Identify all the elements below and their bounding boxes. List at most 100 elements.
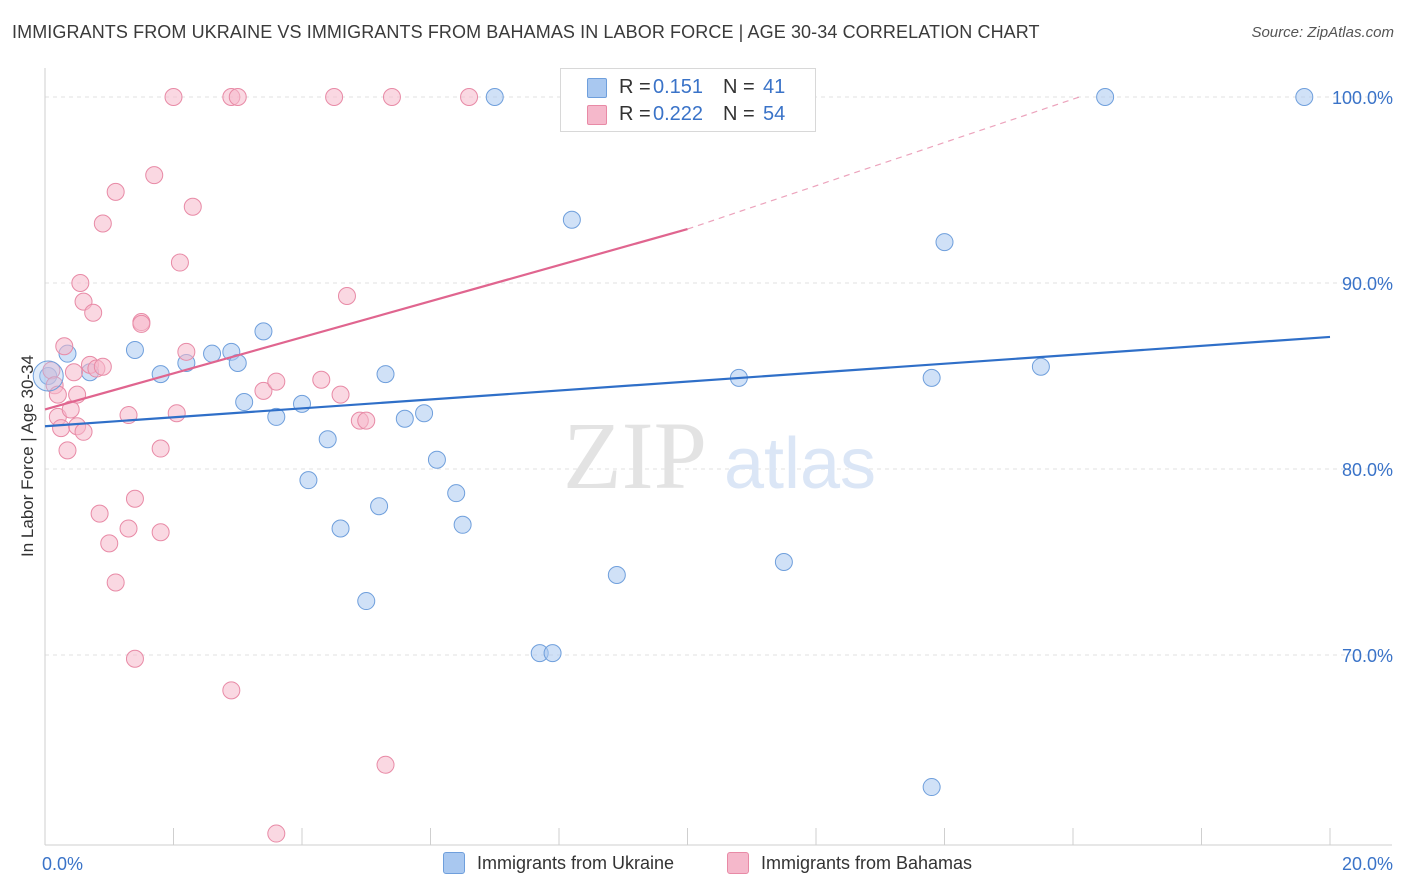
ukraine-point: [254, 322, 273, 341]
y-axis-title: In Labor Force | Age 30-34: [18, 355, 37, 557]
legend-row-ukraine: R = 0.151 N = 41: [587, 74, 786, 100]
bahamas-point: [331, 385, 350, 404]
bahamas-point: [90, 504, 109, 523]
legend-row-bahamas: R = 0.222 N = 54: [587, 101, 786, 127]
chart-title: IMMIGRANTS FROM UKRAINE VS IMMIGRANTS FR…: [12, 22, 1040, 42]
ukraine-point: [1031, 357, 1050, 376]
grid: [45, 96, 1392, 656]
ukraine-point: [922, 368, 941, 387]
bahamas-point: [177, 342, 196, 361]
ukraine-point: [203, 344, 222, 363]
bahamas-trend-line: [44, 228, 688, 411]
bahamas-point: [183, 197, 202, 216]
bottom-legend-label-bahamas: Immigrants from Bahamas: [761, 852, 973, 873]
y-tick-label: 80.0%: [1342, 460, 1393, 480]
ukraine-point: [1096, 88, 1115, 106]
bahamas-point: [460, 88, 479, 106]
ukraine-trend-line: [44, 335, 1331, 428]
ukraine-point: [267, 407, 286, 426]
watermark-zip: ZIP: [563, 402, 707, 509]
y-tick-labels: 100.0% 90.0% 80.0% 70.0%: [1332, 88, 1393, 666]
ukraine-point: [151, 365, 170, 384]
bahamas-point: [228, 88, 247, 106]
bahamas-point: [100, 534, 119, 553]
bottom-legend-swatch-bahamas: [727, 852, 749, 874]
bahamas-point: [84, 303, 103, 322]
bahamas-point: [267, 372, 286, 391]
bahamas-point: [58, 441, 77, 460]
ukraine-point: [32, 360, 64, 392]
bahamas-point: [71, 274, 90, 292]
correlation-legend: R = 0.151 N = 41 R = 0.222 N = 54: [560, 68, 816, 132]
bahamas-point: [132, 314, 151, 333]
bahamas-point: [93, 357, 112, 376]
bahamas-point: [61, 400, 80, 419]
ukraine-point: [318, 430, 337, 449]
ukraine-point: [453, 515, 472, 534]
trend-lines: [44, 96, 1331, 428]
legend-swatch-ukraine: [587, 78, 607, 98]
ukraine-point: [935, 233, 954, 252]
bahamas-point: [357, 411, 376, 430]
legend-swatch-bahamas: [587, 105, 607, 125]
axes: [44, 68, 1392, 846]
bottom-legend-bahamas: Immigrants from Bahamas: [727, 852, 972, 874]
legend-n-value: 41: [763, 75, 786, 98]
bahamas-point: [119, 519, 138, 538]
watermark-atlas: atlas: [724, 424, 876, 504]
legend-r-label: R =: [619, 75, 651, 98]
ukraine-point: [1295, 88, 1314, 106]
ukraine-point: [485, 88, 504, 106]
bahamas-point: [106, 573, 125, 592]
watermark: ZIP atlas: [563, 402, 876, 509]
legend-r-label: R =: [619, 102, 651, 125]
bahamas-point: [151, 439, 170, 458]
bahamas-point: [64, 363, 83, 382]
legend-r-value: 0.151: [653, 75, 704, 98]
ukraine-point: [376, 365, 395, 384]
ukraine-point: [235, 393, 254, 412]
bahamas-point: [164, 88, 183, 106]
ukraine-point: [427, 450, 446, 469]
bahamas-point: [376, 755, 395, 774]
ukraine-point: [607, 566, 626, 585]
ukraine-point: [125, 340, 144, 359]
bahamas-point: [267, 824, 286, 843]
x-tick-labels: 0.0% 20.0%: [42, 854, 1393, 874]
bottom-legend-label-ukraine: Immigrants from Ukraine: [477, 852, 675, 873]
data-points: [32, 88, 1314, 843]
bottom-legend-ukraine: Immigrants from Ukraine: [443, 852, 674, 874]
ukraine-point: [415, 404, 434, 423]
legend-n-label: N =: [723, 75, 755, 98]
bahamas-point: [74, 422, 93, 441]
source-label: Source: ZipAtlas.com: [1251, 24, 1394, 41]
bahamas-point: [151, 523, 170, 542]
bahamas-point: [55, 337, 74, 356]
x-tick-label: 20.0%: [1342, 854, 1393, 874]
bahamas-point: [325, 88, 344, 106]
bahamas-point: [254, 381, 273, 400]
bahamas-point: [167, 404, 186, 423]
ukraine-point: [543, 644, 562, 663]
bahamas-point: [93, 214, 112, 233]
legend-n-value: 54: [763, 102, 786, 125]
bahamas-point: [145, 166, 164, 185]
ukraine-point: [922, 778, 941, 797]
bahamas-point: [312, 370, 331, 389]
ukraine-point: [395, 409, 414, 428]
bahamas-point: [106, 182, 125, 201]
y-tick-label: 100.0%: [1332, 88, 1393, 108]
ukraine-point: [562, 210, 581, 229]
ukraine-point: [299, 471, 318, 490]
bahamas-point: [222, 681, 241, 700]
bottom-legend-swatch-ukraine: [443, 852, 465, 874]
legend-r-value: 0.222: [653, 102, 704, 125]
bahamas-point: [125, 489, 144, 508]
bahamas-point: [337, 287, 356, 306]
ukraine-point: [357, 592, 376, 611]
bahamas-trend-extension: [687, 96, 1080, 230]
legend-n-label: N =: [723, 102, 755, 125]
ukraine-point: [447, 484, 466, 503]
x-tick-label: 0.0%: [42, 854, 83, 874]
